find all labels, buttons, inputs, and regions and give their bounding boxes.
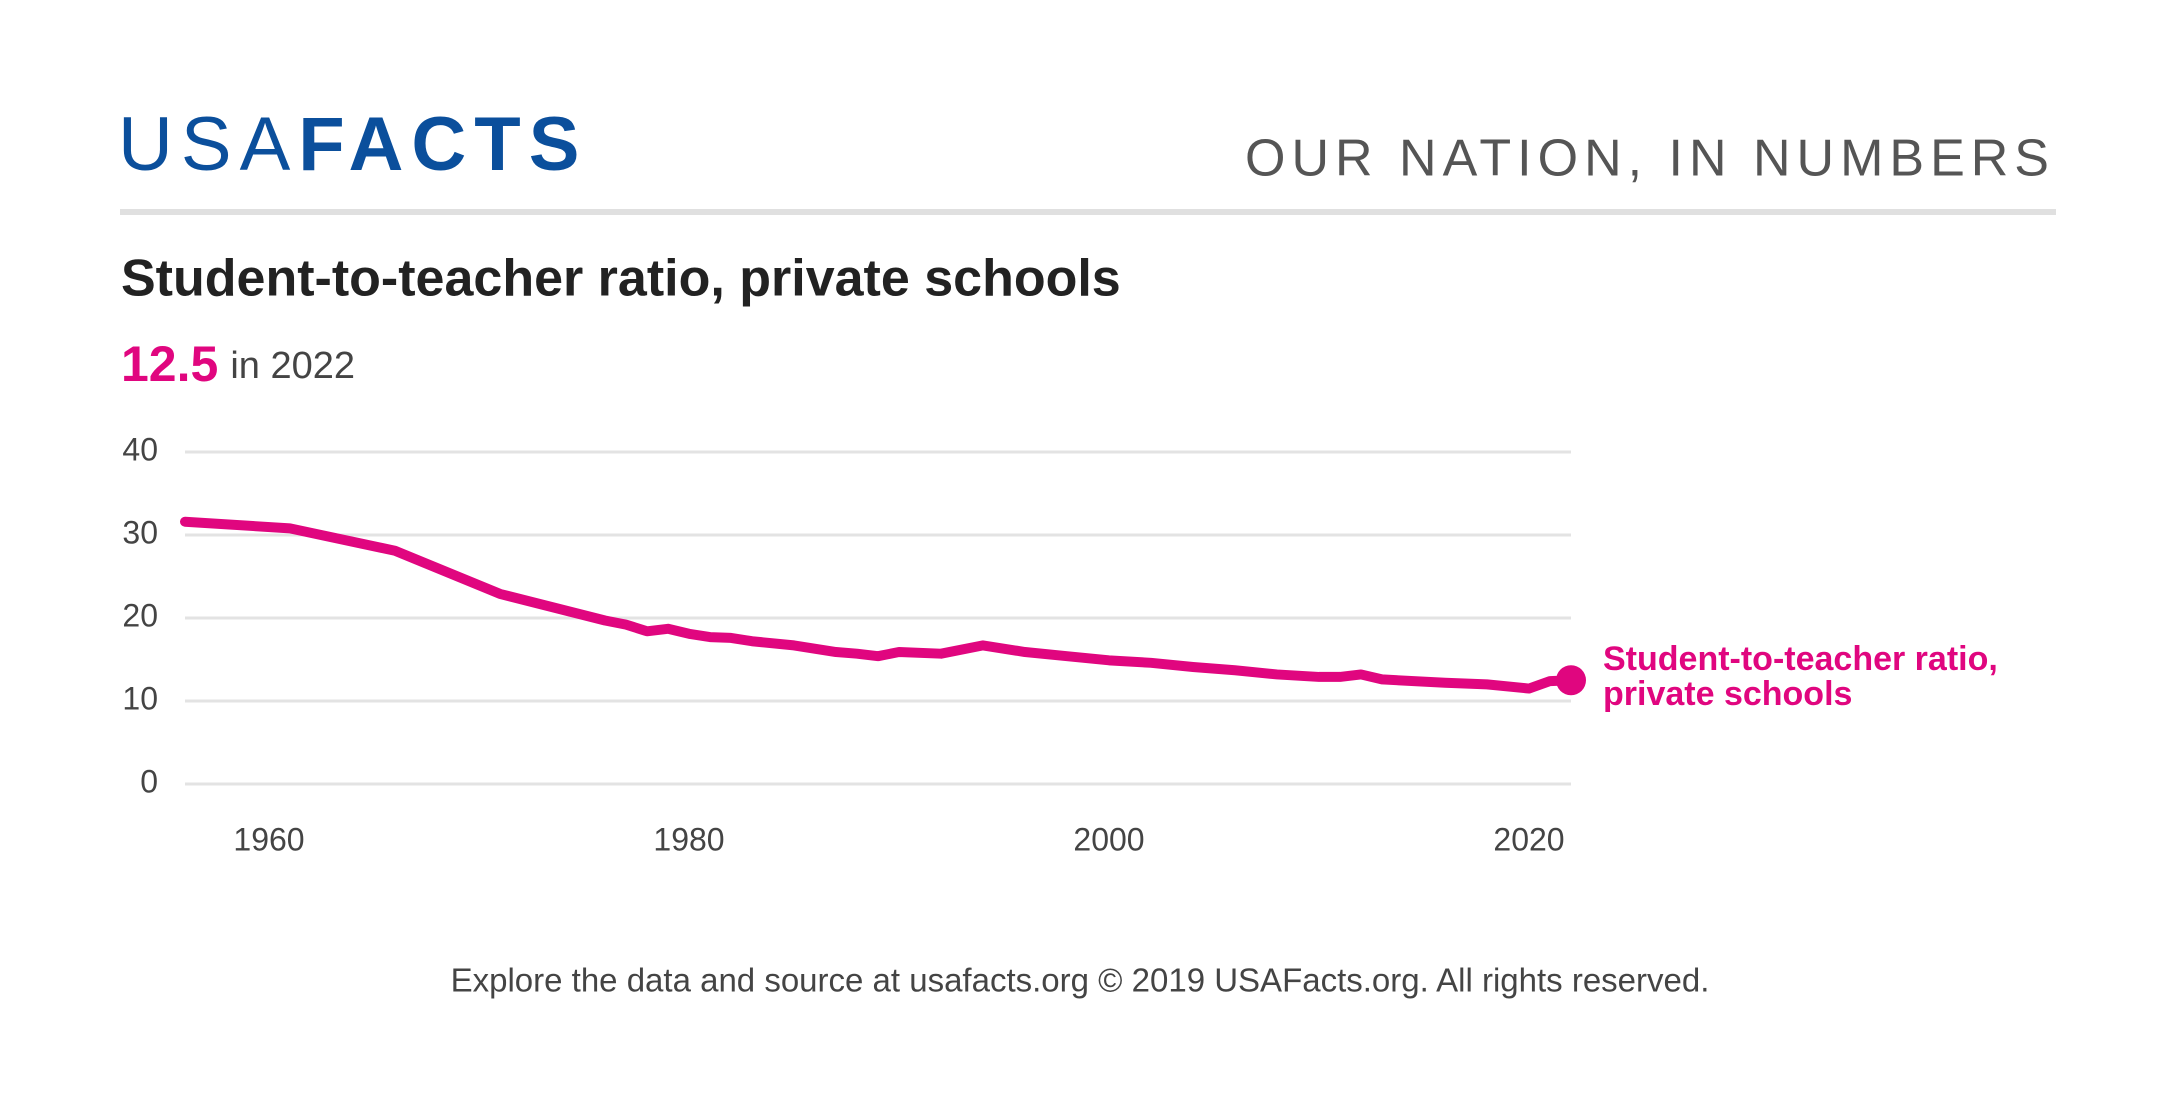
x-tick-label: 1960 xyxy=(233,821,304,857)
headline: 12.5 in 2022 xyxy=(121,336,355,392)
y-tick-label: 30 xyxy=(122,514,158,550)
x-tick-label: 2000 xyxy=(1073,821,1144,857)
logo-light: USA xyxy=(118,102,298,187)
footer: Explore the data and source at usafacts.… xyxy=(451,962,1710,999)
series-line xyxy=(180,516,1576,694)
x-tick-label: 1980 xyxy=(653,821,724,857)
end-point xyxy=(1556,665,1586,696)
logo-bold: FACTS xyxy=(298,102,587,187)
chart-title: Student-to-teacher ratio, private school… xyxy=(121,250,1121,308)
y-tick-label: 0 xyxy=(140,763,158,799)
tagline: OUR NATION, IN NUMBERS xyxy=(1245,130,2055,188)
y-tick-label: 40 xyxy=(122,431,158,467)
x-tick-label: 2020 xyxy=(1493,821,1564,857)
y-tick-label: 10 xyxy=(122,680,158,716)
series-label: Student-to-teacher ratio, private school… xyxy=(1603,640,1998,713)
headline-suffix: in 2022 xyxy=(230,345,355,387)
logo: USAFACTS xyxy=(118,102,587,187)
y-tick-label: 20 xyxy=(122,597,158,633)
headline-value: 12.5 xyxy=(121,336,218,392)
